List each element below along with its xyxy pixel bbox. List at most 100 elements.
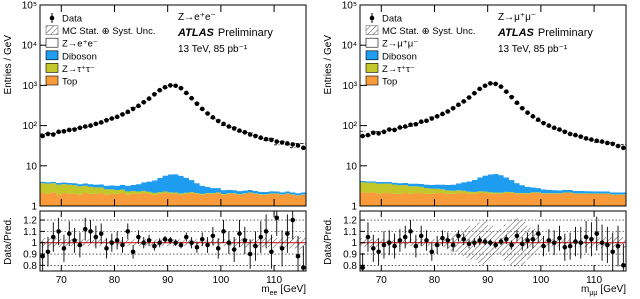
stack-bar — [418, 183, 425, 187]
stack-bar — [556, 193, 563, 194]
stack-bar — [173, 85, 179, 175]
stack-bar — [578, 191, 584, 194]
stack-bar — [274, 144, 280, 192]
stack-bar — [466, 193, 473, 206]
ratio-point — [152, 243, 157, 249]
y-tick-label: 10⁴ — [22, 41, 37, 52]
legend-label: Data — [62, 14, 83, 25]
stack-bar — [423, 193, 430, 206]
stack-bar — [162, 175, 168, 192]
stack-bar — [167, 174, 174, 193]
stack-bar — [194, 183, 200, 194]
data-point — [621, 145, 626, 151]
stack-bar — [620, 194, 626, 206]
stack-bar — [620, 192, 626, 195]
stack-bar — [173, 192, 179, 194]
ratio-point — [120, 242, 125, 248]
stack-bar — [295, 143, 301, 194]
x-axis-subscript: ee — [270, 290, 278, 297]
stack-bar — [109, 185, 115, 190]
stack-bar — [381, 193, 387, 206]
stack-bar — [423, 188, 430, 194]
energy-label: 13 TeV, 85 pb⁻¹ — [498, 44, 568, 55]
stack-bar — [119, 114, 126, 185]
ratio-point — [162, 237, 168, 242]
stack-bar — [66, 129, 73, 183]
stack-bar — [199, 194, 206, 206]
data-point — [365, 132, 371, 138]
ratio-point — [205, 242, 210, 248]
stack-bar — [279, 194, 286, 206]
ratio-point — [269, 249, 274, 255]
legend-label: MC Stat. ⊕ Syst. Unc. — [382, 26, 475, 37]
stack-bar — [514, 192, 520, 194]
data-point — [178, 85, 184, 91]
ratio-point — [578, 240, 584, 245]
stack-bar — [445, 193, 451, 206]
stack-bar — [77, 127, 83, 185]
stack-bar — [402, 182, 409, 186]
stack-bar — [418, 193, 425, 206]
stack-bar — [423, 121, 430, 185]
stack-bar — [594, 193, 600, 206]
stack-bar — [429, 117, 435, 185]
stack-bar — [503, 191, 510, 194]
stack-bar — [610, 194, 616, 206]
stack-bar — [551, 190, 558, 194]
stack-bar — [461, 101, 467, 183]
stack-bar — [151, 194, 158, 206]
ratio-y-tick-label: 0.9 — [23, 250, 37, 261]
y-tick-label: 1 — [31, 202, 37, 213]
legend-data-marker — [369, 15, 375, 21]
stack-bar — [546, 193, 552, 194]
stack-bar — [183, 193, 190, 206]
stack-bar — [247, 190, 254, 193]
experiment-label: ATLAS Preliminary — [177, 27, 273, 39]
stack-bar — [231, 193, 238, 194]
data-point — [450, 105, 456, 111]
ratio-point — [258, 234, 264, 240]
ratio-point — [231, 247, 237, 252]
stack-bar — [220, 125, 227, 191]
stack-bar — [588, 191, 595, 194]
stack-bar — [61, 130, 67, 183]
ratio-point — [525, 238, 530, 243]
stack-bar — [594, 191, 600, 194]
stack-bar — [50, 133, 57, 182]
stack-bar — [407, 193, 414, 206]
stack-bar — [615, 145, 621, 193]
stack-bar — [418, 186, 425, 194]
stack-bar — [519, 193, 526, 194]
ratio-y-tick-label: 1.1 — [23, 227, 37, 238]
stack-bar — [135, 106, 142, 185]
legend-swatch — [365, 50, 379, 61]
stack-bar — [578, 193, 584, 194]
y-tick-label: 10⁵ — [342, 1, 357, 12]
ratio-frame — [39, 210, 307, 272]
stack-bar — [135, 191, 142, 194]
ratio-point — [279, 246, 285, 251]
data-point — [488, 81, 493, 86]
ratio-point — [621, 263, 626, 268]
data-point — [231, 126, 237, 131]
experiment-name: ATLAS — [497, 27, 535, 39]
ratio-point — [504, 237, 509, 242]
ratio-point — [290, 217, 296, 223]
stack-bar — [93, 187, 99, 194]
data-point — [546, 123, 552, 128]
ratio-point — [194, 244, 200, 250]
plot-frame — [39, 4, 307, 207]
stack-bar — [402, 127, 409, 183]
stack-bar — [194, 103, 200, 184]
data-point — [519, 105, 525, 111]
ratio-point — [445, 238, 451, 243]
stack-bar — [199, 193, 206, 195]
stack-bar — [620, 144, 626, 193]
ratio-point — [386, 240, 392, 245]
ratio-point — [466, 241, 472, 247]
ratio-point — [541, 243, 546, 249]
data-point — [130, 106, 136, 112]
data-point — [599, 139, 605, 144]
stack-bar — [439, 193, 446, 206]
